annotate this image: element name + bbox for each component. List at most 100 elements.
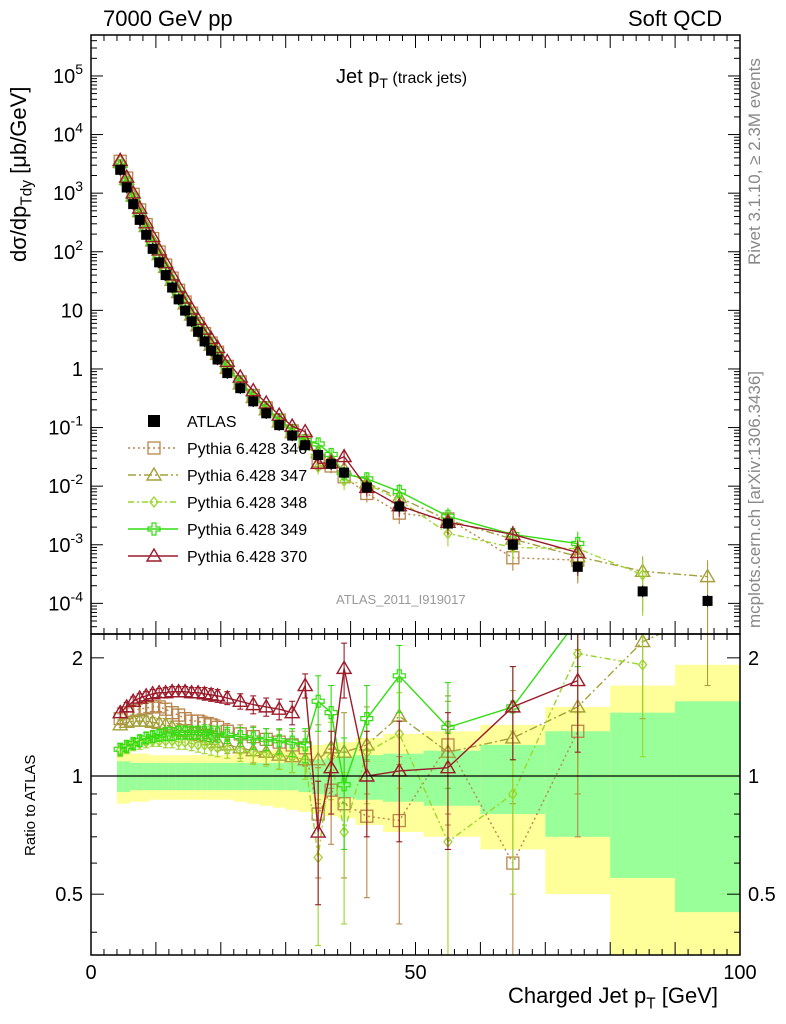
main-y-tick-label: 10-2 [48, 471, 83, 498]
series-3-main-point [339, 474, 349, 488]
tick-exponent: -1 [71, 413, 84, 429]
atlas-point [154, 257, 165, 268]
ratio-y-tick-label-right: 0.5 [748, 884, 776, 906]
legend-item-series-3: Pythia 6.428 348 [128, 495, 307, 512]
main-y-tick-label: 1 [72, 359, 83, 381]
series-5-ratio-point [245, 696, 262, 711]
tick-exponent: -4 [71, 588, 84, 604]
series-4-main-point [392, 484, 406, 499]
ratio-band-inner-bin [675, 701, 740, 913]
series-5-main-point [309, 454, 327, 470]
legend-label: Pythia 6.428 370 [187, 549, 307, 566]
tick-base: 10 [53, 183, 75, 205]
tick-exponent: 5 [75, 61, 83, 77]
series-3-ratio-point [287, 750, 298, 763]
atlas-point [222, 368, 233, 379]
series-5-ratio-point [358, 767, 376, 782]
y-axis-label: dσ/dpTdy [μb/GeV] [6, 87, 36, 262]
ratio-band-inner-bin [116, 761, 124, 793]
series-2-ratio-point [111, 716, 129, 731]
tick-exponent: 4 [75, 120, 83, 136]
tick-base: 10 [53, 125, 75, 147]
x-tick-label: 0 [85, 962, 96, 984]
atlas-point [637, 586, 648, 597]
series-3-ratio-point [508, 787, 518, 801]
tick-exponent: -3 [71, 530, 84, 546]
series-5-ratio-point [258, 698, 275, 713]
atlas-point [313, 450, 324, 461]
atlas-point [442, 518, 453, 529]
legend: ATLAS Pythia 6.428 346 Pythia 6.428 347 Pyt… [128, 414, 307, 566]
series-5-ratio-point [439, 759, 457, 774]
legend-item-series-5: Pythia 6.428 370 [128, 547, 307, 566]
ratio-y-tick-label-left: 2 [72, 648, 83, 670]
series-5-main-line [119, 160, 578, 554]
legend-item-series-2: Pythia 6.428 347 [128, 466, 307, 485]
atlas-point [199, 336, 210, 347]
series-3-ratio-point [222, 743, 233, 756]
atlas-point [193, 326, 204, 337]
y-axis-label-unit: [μb/GeV] [6, 86, 31, 180]
series-4-ratio-point [506, 700, 520, 714]
tick-exponent: -2 [71, 471, 84, 487]
ratio-y-tick-label-right: 2 [748, 648, 759, 670]
legend-marker [145, 466, 163, 481]
series-5-ratio-point [569, 672, 586, 687]
ratio-band-inner-bin [123, 761, 130, 793]
series-3-ratio-point [637, 658, 648, 671]
y-axis-label-main: dσ/dp [6, 205, 31, 262]
series-4-ratio-point [113, 742, 127, 756]
x-axis-label-main: Charged Jet p [508, 983, 647, 1008]
x-tick-label: 100 [723, 962, 756, 984]
legend-atlas-label: ATLAS [187, 414, 237, 431]
series-4-ratio-point [197, 725, 212, 740]
legend-item-series-4: Pythia 6.428 349 [128, 522, 307, 539]
series-4-ratio-point [572, 614, 584, 626]
series-3-ratio-point [248, 746, 259, 759]
series-4-ratio-point [246, 731, 260, 745]
x-axis-label-unit: [GeV] [655, 983, 718, 1008]
atlas-point [212, 354, 223, 365]
atlas-point [326, 458, 337, 469]
legend-marker [147, 441, 161, 455]
main-y-tick-label: 104 [53, 120, 83, 147]
legend-marker [145, 547, 163, 562]
series-4-ratio-point [392, 669, 406, 683]
series-4-ratio-point [272, 734, 286, 748]
series-5-main-point [232, 368, 249, 383]
series-5-ratio-point [232, 692, 249, 707]
series-4-ratio-point [360, 712, 374, 726]
atlas-point [339, 467, 350, 478]
ratio-y-tick-label-left: 1 [72, 766, 83, 788]
series-3-ratio-point [186, 737, 197, 750]
series-5-ratio-point [144, 685, 161, 700]
series-3-ratio-point [173, 736, 184, 749]
side-text-upper: Rivet 3.1.10, ≥ 2.3M events [745, 58, 764, 265]
series-5-main-point [569, 544, 586, 559]
series-3-ratio-line [119, 652, 643, 858]
series-3-main-point [443, 527, 453, 540]
series-5-ratio-point [219, 689, 236, 704]
series-5-main-point [296, 423, 314, 438]
tick-base: 10 [48, 418, 70, 440]
ratio-y-axis-label: Ratio to ATLAS [22, 754, 39, 856]
series-3-main-point [313, 461, 323, 474]
tick-base: 10 [48, 476, 70, 498]
atlas-point [206, 345, 217, 356]
tick-base: 10 [48, 535, 70, 557]
series-5-ratio-point [209, 687, 226, 702]
atlas-point [300, 440, 311, 451]
series-3-ratio-point [160, 734, 171, 747]
atlas-point [115, 164, 126, 175]
side-text-lower: mcplots.cern.ch [arXiv:1306.3436] [745, 370, 764, 628]
main-frame [90, 34, 741, 635]
series-4-ratio-point [220, 728, 234, 742]
header-left: 7000 GeV pp [103, 6, 233, 31]
series-4-main-line [119, 165, 578, 545]
series-4-ratio-point [152, 728, 166, 742]
series-3-ratio-point [235, 744, 246, 757]
atlas-point [180, 305, 191, 316]
series-3-main-line [119, 165, 643, 576]
